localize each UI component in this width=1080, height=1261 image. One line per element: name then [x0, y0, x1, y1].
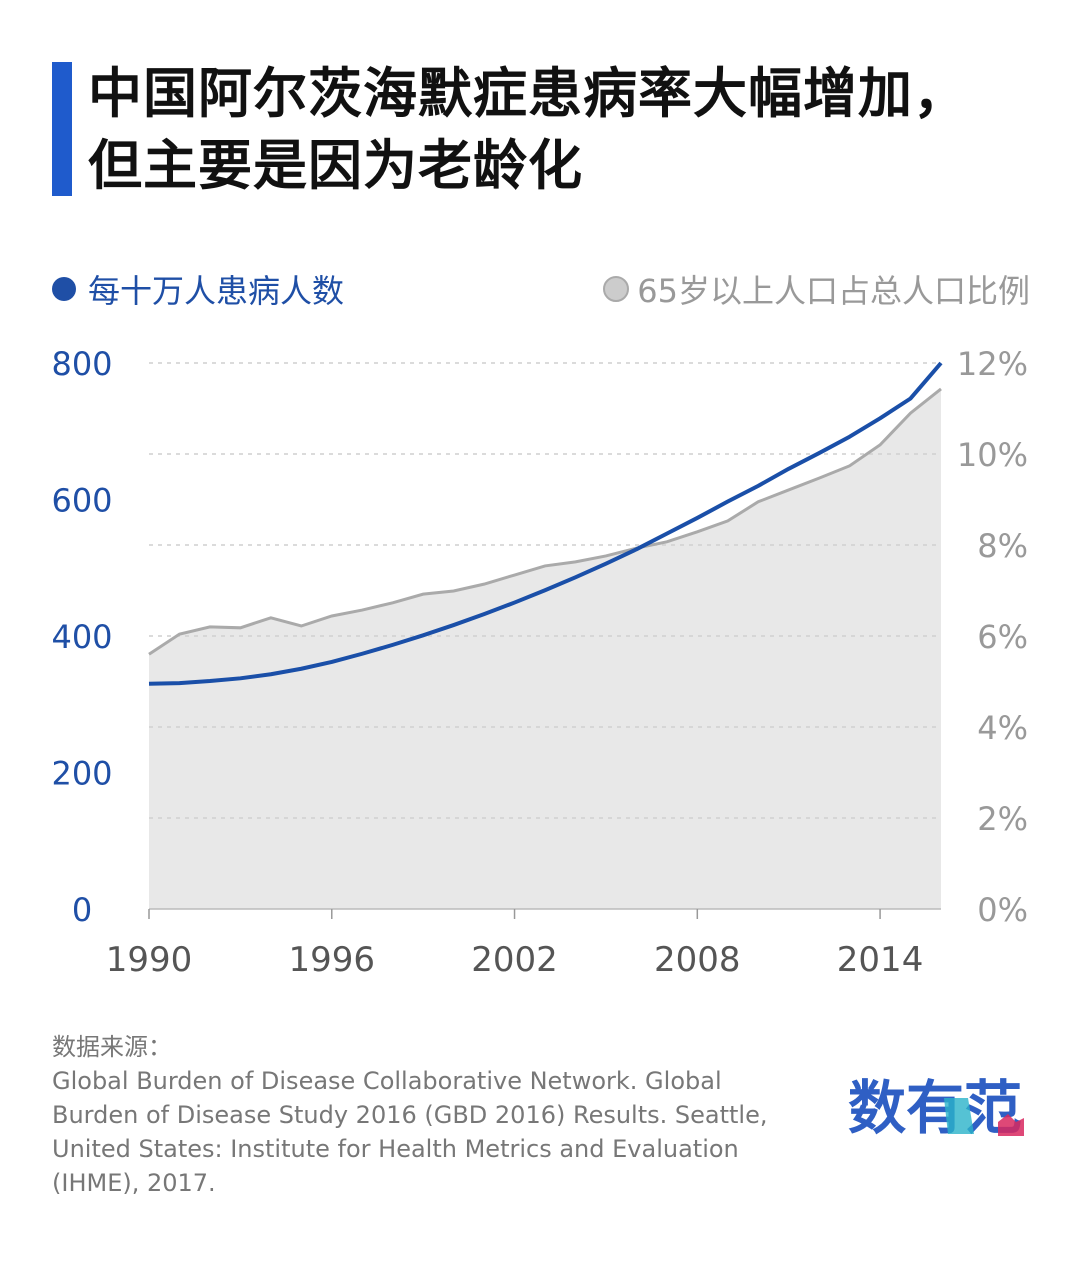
y-left-tick-label: 0 — [72, 891, 92, 929]
legend-label-gray: 65岁以上人口占总人口比例 — [637, 272, 1030, 310]
gray-series-line — [148, 387, 942, 656]
legend-item-gray: 65岁以上人口占总人口比例 — [603, 266, 1030, 312]
y-right-tick-label: 8% — [977, 527, 1028, 565]
x-tick-label: 1996 — [289, 940, 376, 980]
y-right-tick-label: 12% — [957, 345, 1028, 383]
y-left-tick-label: 800 — [51, 345, 112, 383]
y-left-tick-label: 400 — [51, 618, 112, 656]
legend-item-blue: 每十万人患病人数 — [52, 266, 344, 312]
y-right-tick-label: 10% — [957, 436, 1028, 474]
y-right-tick-label: 2% — [977, 800, 1028, 838]
y-left-tick-label: 600 — [51, 482, 112, 520]
legend-label-blue: 每十万人患病人数 — [88, 272, 345, 310]
x-tick-label: 2002 — [471, 940, 558, 980]
legend-dot-gray — [603, 276, 630, 302]
x-tick-label: 2014 — [837, 940, 924, 980]
blue-series-line — [148, 361, 943, 686]
gray-series-area — [149, 388, 941, 909]
title-line-2: 但主要是因为老龄化 — [88, 134, 583, 197]
brand-logo: 数有范 — [848, 1074, 1024, 1140]
x-tick-label: 1990 — [106, 940, 193, 980]
logo-pink-shape — [998, 1114, 1024, 1136]
chart-svg: 1990 1996 2002 2008 2014 0 200 400 600 800 0% 2% 4% 6… — [51, 345, 1028, 980]
logo-teal-shape — [944, 1098, 974, 1134]
source-note: 数据来源： Global Burden of Disease Collabora… — [52, 1030, 792, 1200]
y-left-tick-label: 200 — [51, 755, 112, 793]
y-right-tick-label: 4% — [977, 709, 1028, 747]
legend-dot-blue — [52, 277, 76, 301]
title-line-1: 中国阿尔茨海默症患病率大幅增加， — [88, 62, 968, 125]
chart-title: 中国阿尔茨海默症患病率大幅增加， 但主要是因为老龄化 — [88, 58, 968, 202]
source-label: 数据来源： — [52, 1033, 172, 1061]
logo-text: 数有范 — [848, 1074, 1022, 1140]
y-right-tick-label: 6% — [977, 618, 1028, 656]
x-tick-label: 2008 — [654, 940, 741, 980]
y-right-tick-label: 0% — [977, 891, 1028, 929]
source-text: Global Burden of Disease Collaborative N… — [52, 1067, 768, 1197]
title-accent-bar — [52, 62, 72, 196]
